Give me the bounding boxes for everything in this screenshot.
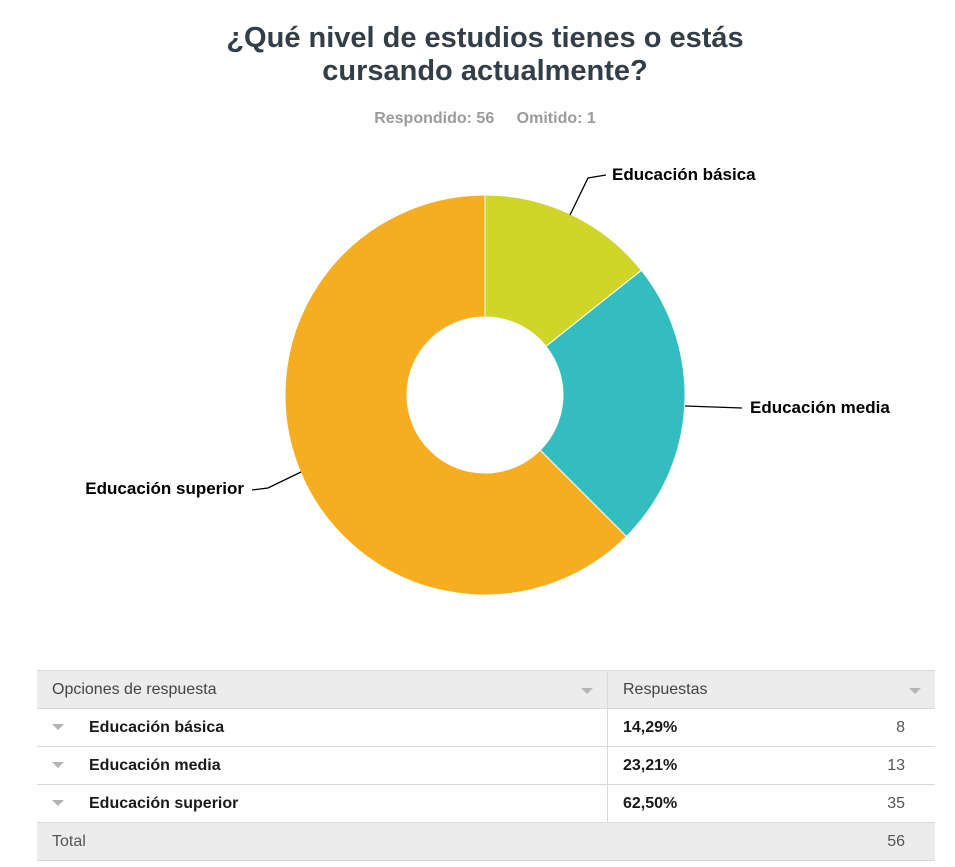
response-stats: Respondido: 56 Omitido: 1	[0, 110, 955, 128]
option-label: Educación superior	[89, 794, 239, 812]
slice-leader-line	[251, 471, 302, 491]
header-options[interactable]: Opciones de respuesta	[37, 670, 608, 709]
donut-chart: Educación básica Educación media Educación…	[85, 165, 890, 596]
slice-label: Educación básica	[612, 165, 756, 184]
results-table: Opciones de respuesta Respuestas Educaci…	[37, 670, 935, 861]
chart-title: ¿Qué nivel de estudios tienes o estás cu…	[0, 22, 955, 88]
option-count: 13	[887, 756, 905, 774]
sort-arrow-icon[interactable]	[909, 687, 921, 694]
header-options-label: Opciones de respuesta	[52, 680, 217, 698]
option-percent: 62,50%	[623, 794, 678, 812]
table-row: Educación media 23,21% 13	[37, 746, 935, 785]
expand-arrow-icon[interactable]	[52, 800, 64, 807]
donut-slice[interactable]	[284, 194, 628, 596]
option-percent: 23,21%	[623, 756, 678, 774]
header-responses[interactable]: Respuestas	[607, 670, 935, 709]
slice-leader-line	[569, 174, 607, 216]
expand-arrow-icon[interactable]	[52, 724, 64, 731]
option-count: 35	[887, 794, 905, 812]
option-count: 8	[896, 718, 905, 736]
option-percent: 14,29%	[623, 718, 678, 736]
title-line-2: cursando actualmente?	[322, 55, 648, 87]
table-row: Educación superior 62,50% 35	[37, 784, 935, 823]
total-label: Total	[52, 832, 86, 850]
sort-arrow-icon[interactable]	[581, 687, 593, 694]
slice-label: Educación media	[750, 398, 890, 417]
answered-count: Respondido: 56	[374, 110, 495, 127]
option-label: Educación básica	[89, 718, 225, 736]
header-responses-label: Respuestas	[623, 680, 708, 698]
donut-slice[interactable]	[484, 194, 643, 348]
skipped-count: Omitido: 1	[516, 110, 596, 127]
donut-slice[interactable]	[539, 269, 686, 538]
title-line-1: ¿Qué nivel de estudios tienes o estás	[226, 22, 744, 54]
slice-label: Educación superior	[85, 479, 244, 498]
total-row: Total 56	[37, 822, 935, 861]
expand-arrow-icon[interactable]	[52, 762, 64, 769]
table-row: Educación básica 14,29% 8	[37, 708, 935, 747]
total-value: 56	[607, 822, 935, 861]
slice-leader-line	[684, 405, 743, 409]
table-header-row: Opciones de respuesta Respuestas	[37, 670, 935, 709]
option-label: Educación media	[89, 756, 221, 774]
